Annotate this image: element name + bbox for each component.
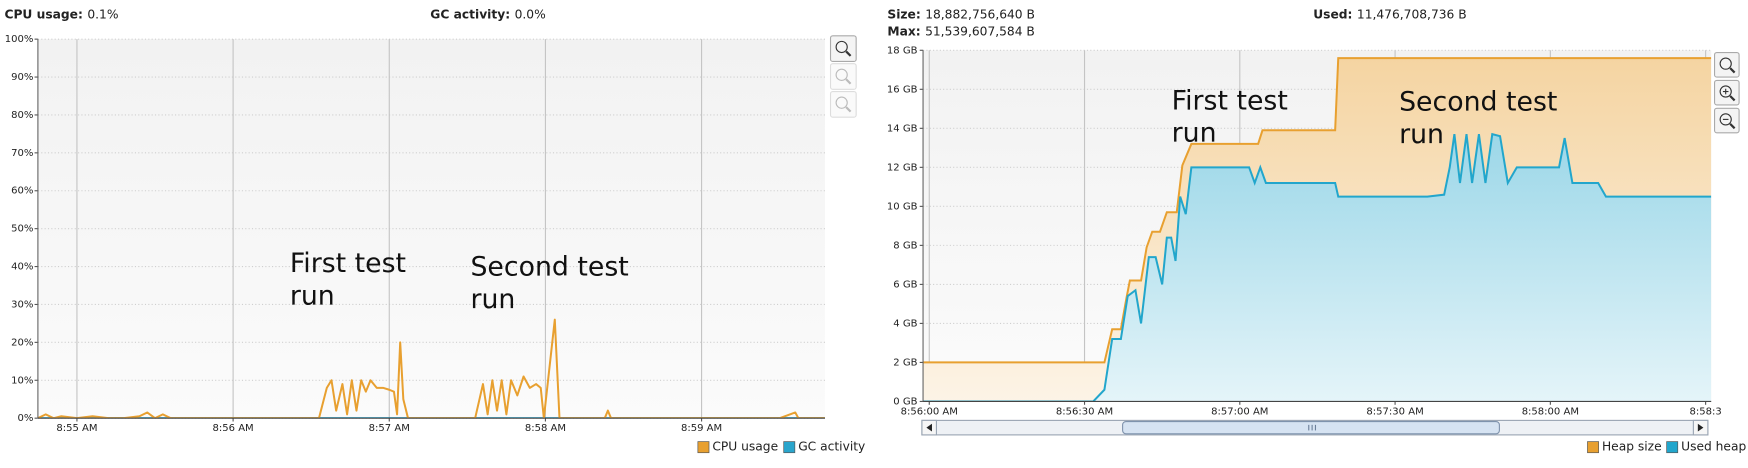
x-tick-label: 8:57:30 AM: [1366, 406, 1423, 417]
annotation-box: First test run: [1171, 84, 1288, 149]
zoom-fit-button[interactable]: [829, 35, 857, 62]
zoom-out-button[interactable]: [1713, 107, 1740, 134]
annotation: Second test run: [1399, 85, 1558, 150]
annotation: First test run: [289, 247, 407, 312]
x-tick-label: 8:59 AM: [681, 423, 722, 434]
y-tick-label: 2 GB: [893, 357, 917, 368]
legend-label: Used heap: [1681, 440, 1746, 454]
x-tick-label: 8:58:00 AM: [1522, 406, 1579, 417]
x-tick-label: 8:58 AM: [525, 423, 566, 434]
stat: Max: 51,539,607,584 B: [887, 24, 1034, 38]
y-tick-label: 100%: [5, 34, 34, 45]
x-tick-label: 8:55 AM: [56, 423, 97, 434]
zoom-in-button[interactable]: [829, 63, 857, 90]
stat: Used: 11,476,708,736 B: [1313, 7, 1466, 21]
stat-label: CPU usage:: [4, 7, 82, 21]
y-tick-label: 18 GB: [887, 45, 918, 56]
y-tick-label: 60%: [11, 186, 33, 197]
stat: CPU usage: 0.1%: [4, 7, 118, 21]
y-tick-label: 8 GB: [893, 240, 917, 251]
legend-label: CPU usage: [712, 440, 778, 454]
zoom-in-button[interactable]: [1713, 79, 1740, 106]
stat-value: 0.0%: [515, 7, 546, 21]
series-line: [37, 318, 825, 419]
stat: GC activity: 0.0%: [430, 7, 545, 21]
y-tick-label: 40%: [11, 262, 33, 273]
scrollbar-thumb[interactable]: [1122, 420, 1500, 435]
annotation-box: Second test run: [470, 250, 629, 315]
stat-value: 51,539,607,584 B: [925, 24, 1035, 38]
annotation: First test run: [1171, 84, 1288, 149]
legend-swatch: [1666, 441, 1679, 454]
zoom-out-button[interactable]: [829, 90, 857, 118]
stat-label: Used:: [1313, 7, 1352, 21]
stat: Size: 18,882,756,640 B: [887, 7, 1035, 21]
x-tick-label: 8:58:3: [1689, 406, 1721, 417]
series-line: [923, 132, 1712, 402]
legend-swatch: [783, 441, 796, 454]
y-tick-label: 80%: [11, 110, 33, 121]
y-tick-label: 10 GB: [887, 201, 918, 212]
x-tick-label: 8:57 AM: [369, 423, 410, 434]
y-tick-label: 0 GB: [893, 396, 917, 407]
y-tick-label: 20%: [11, 337, 33, 348]
chart: Size: 18,882,756,640 B Max: 51,539,607,584 …: [887, 7, 1747, 454]
series-area: [923, 134, 1712, 402]
x-tick-label: 8:56:00 AM: [901, 406, 958, 417]
zoom-buttons: [1713, 51, 1740, 134]
annotation: Second test run: [470, 250, 629, 315]
y-tick-label: 10%: [11, 375, 33, 386]
y-tick-label: 16 GB: [887, 84, 918, 95]
y-tick-label: 30%: [11, 299, 33, 310]
y-tick-label: 90%: [11, 72, 33, 83]
stat-label: GC activity:: [430, 7, 510, 21]
y-tick-label: 14 GB: [887, 123, 918, 134]
y-tick-label: 6 GB: [893, 279, 917, 290]
legend-swatch: [697, 441, 710, 454]
legend-label: GC activity: [798, 440, 865, 454]
stat-label: Size:: [887, 7, 920, 21]
zoom-fit-button[interactable]: [1713, 51, 1740, 78]
y-tick-label: 12 GB: [887, 162, 918, 173]
stat-value: 11,476,708,736 B: [1357, 7, 1467, 21]
stat-value: 18,882,756,640 B: [925, 7, 1035, 21]
y-tick-label: 70%: [11, 148, 33, 159]
legend-label: Heap size: [1602, 440, 1662, 454]
x-tick-label: 8:57:00 AM: [1211, 406, 1268, 417]
annotation-box: Second test run: [1399, 85, 1558, 150]
chart: CPU usage: 0.1% GC activity: 0.0% 0% 10% 20% 30…: [4, 7, 865, 454]
y-tick-label: 0%: [18, 413, 34, 424]
stat-label: Max:: [887, 24, 920, 38]
scrollbar: [921, 419, 1709, 436]
y-tick-label: 4 GB: [893, 318, 917, 329]
x-tick-label: 8:56 AM: [213, 423, 254, 434]
zoom-buttons: [829, 35, 857, 118]
annotation-box: First test run: [289, 247, 407, 312]
x-tick-label: 8:56:30 AM: [1056, 406, 1113, 417]
stat-value: 0.1%: [87, 7, 118, 21]
y-tick-label: 50%: [11, 224, 33, 235]
series-line: [923, 57, 1712, 364]
legend-swatch: [1587, 441, 1599, 454]
